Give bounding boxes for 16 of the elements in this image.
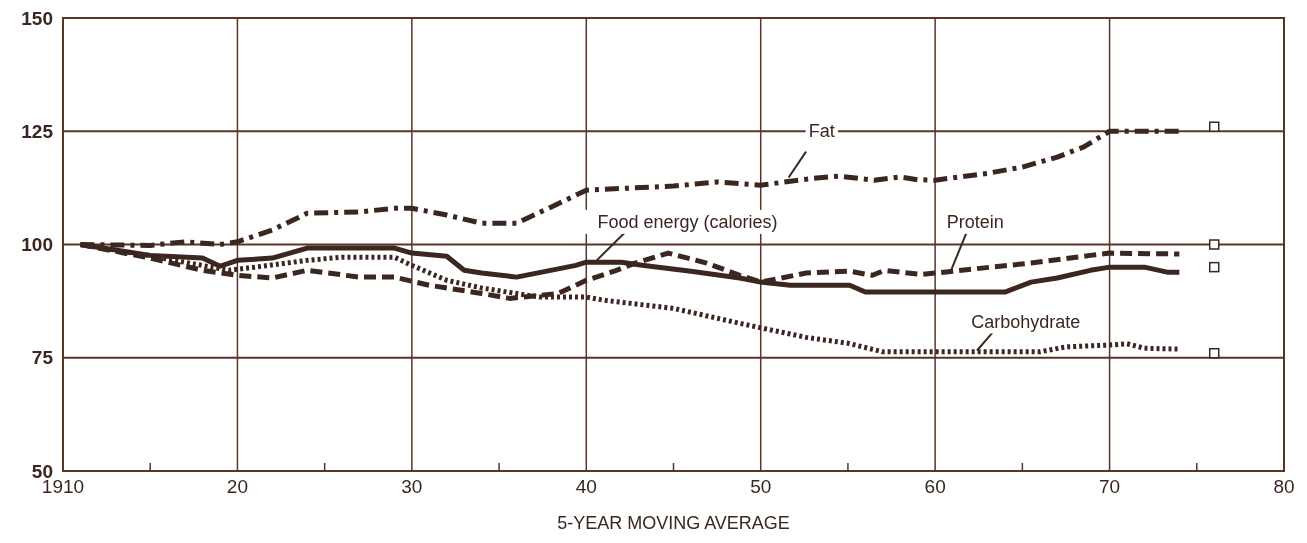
x-tick-label: 60: [924, 476, 946, 497]
series-label: Fat: [808, 121, 835, 142]
x-tick-label: 80: [1273, 476, 1295, 497]
y-tick-label: 150: [21, 7, 53, 29]
series-label: Carbohydrate: [971, 311, 1081, 332]
series-label: Food energy (calories): [597, 211, 778, 232]
x-tick-label: 70: [1099, 476, 1121, 497]
x-tick-label: 20: [226, 476, 248, 497]
x-tick-label: 50: [750, 476, 772, 497]
y-tick-label: 75: [31, 347, 54, 369]
series-label: Protein: [946, 211, 1004, 232]
y-tick-label: 100: [21, 234, 53, 255]
y-tick-label: 125: [21, 120, 54, 142]
x-tick-label: 40: [575, 476, 597, 497]
x-tick-label: 30: [401, 476, 423, 497]
x-axis-title: 5-YEAR MOVING AVERAGE: [557, 513, 790, 533]
